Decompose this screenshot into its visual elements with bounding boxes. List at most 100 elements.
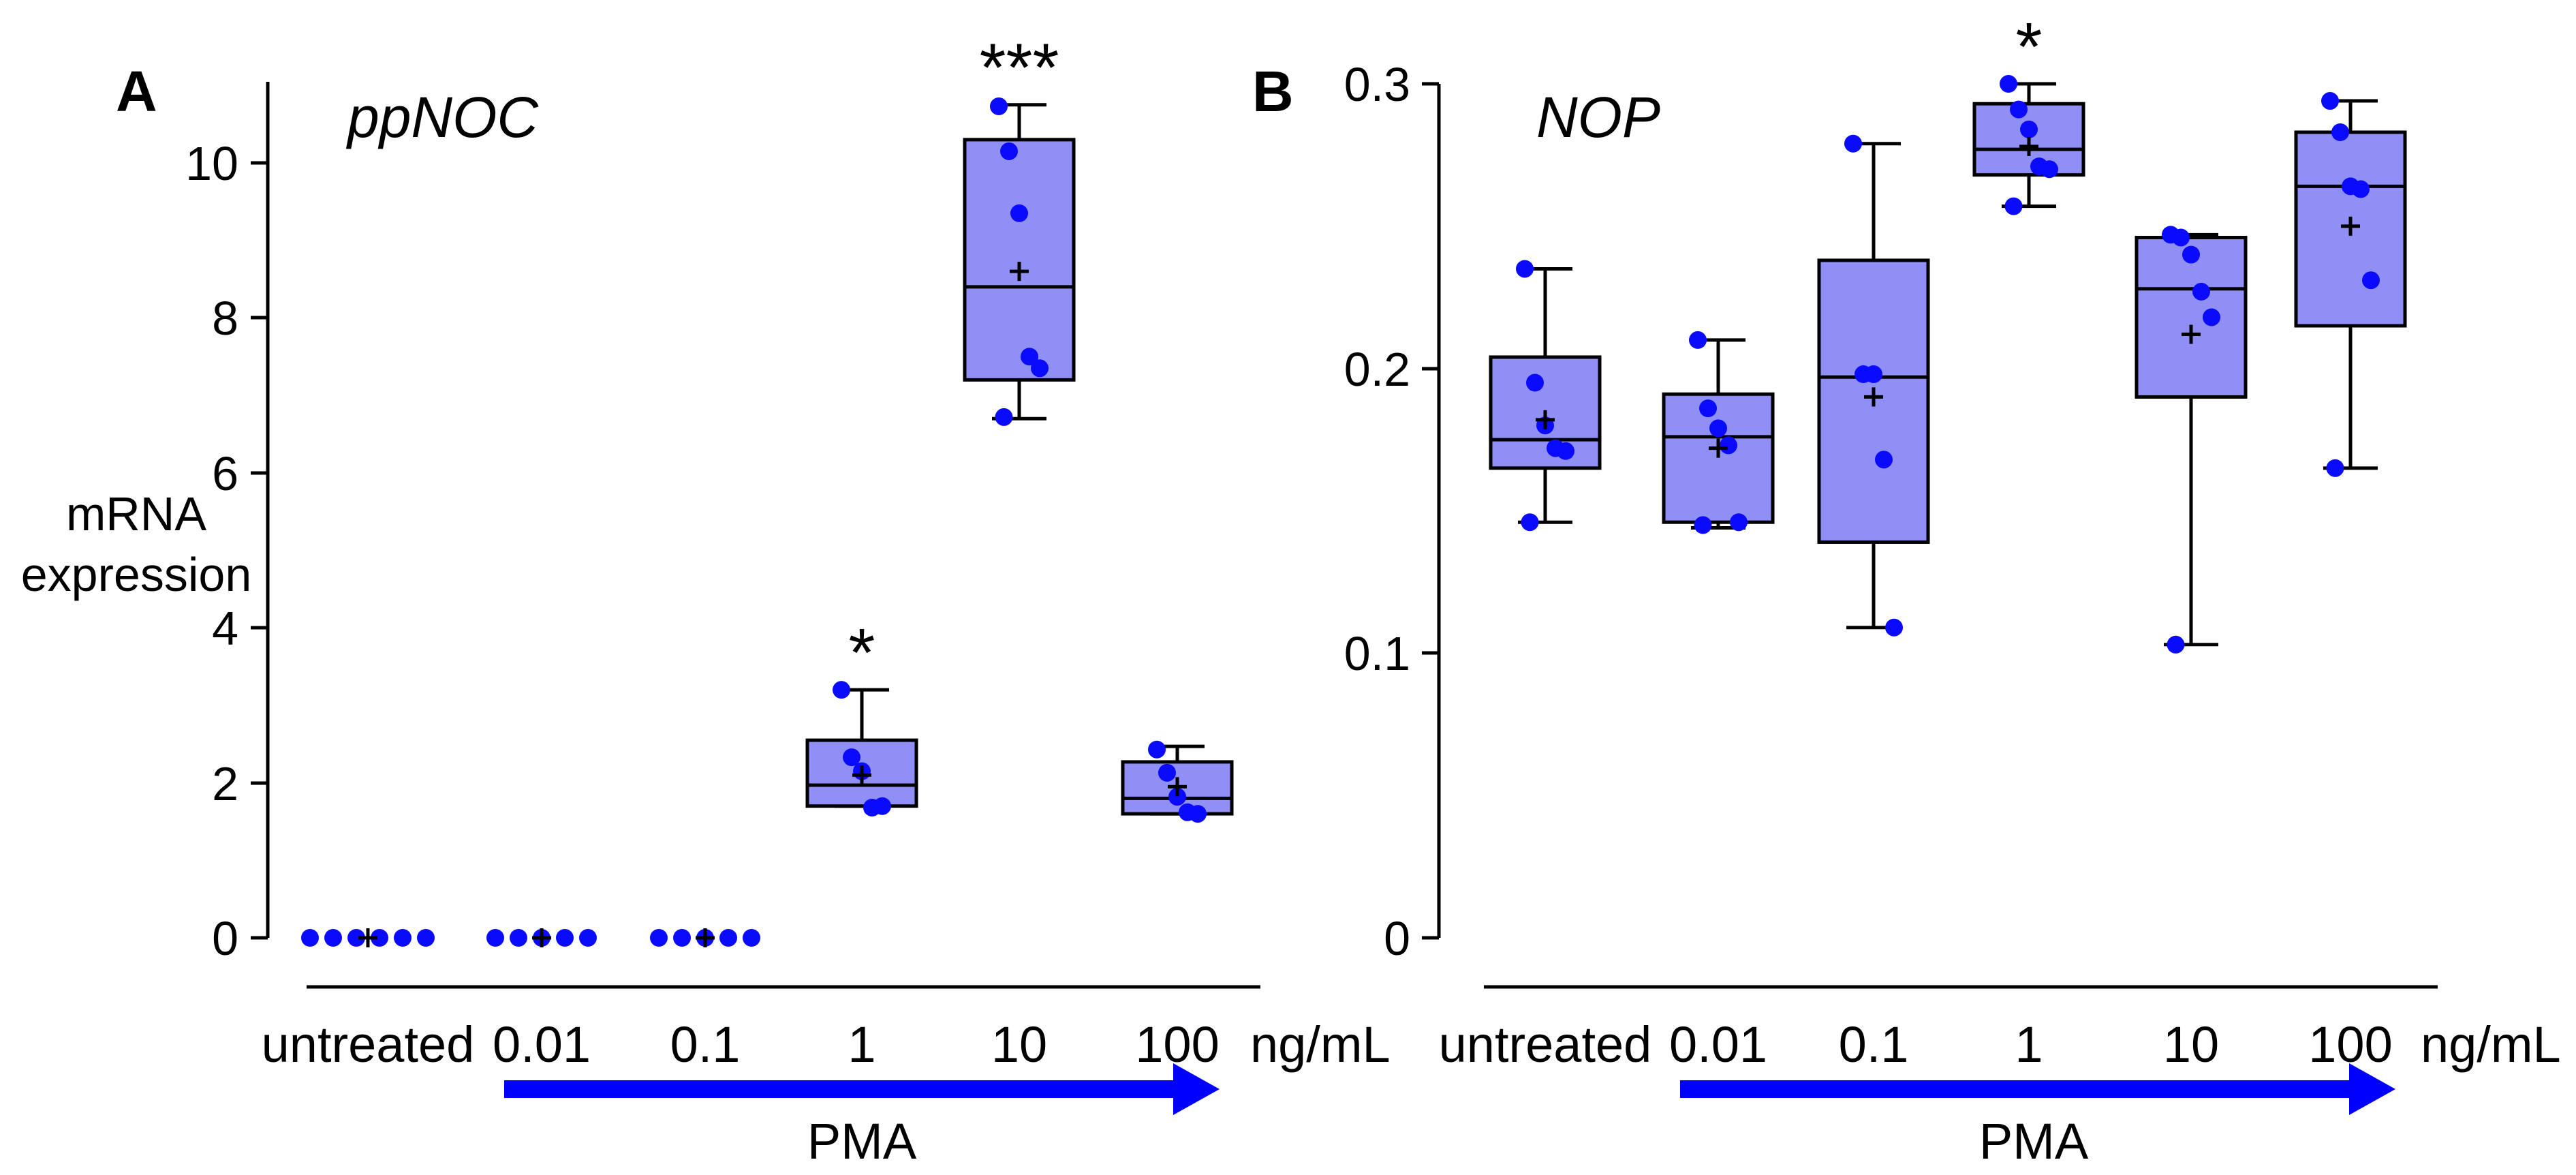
data-point xyxy=(1865,365,1882,384)
panel-a: A ppNOC mRNA expression 0 2 4 6 8 10 unt… xyxy=(21,30,1391,1170)
significance-label: * xyxy=(849,615,875,691)
data-point xyxy=(1158,763,1176,782)
panel-b-ytick-label: 0.2 xyxy=(1344,343,1410,396)
significance-label: * xyxy=(2016,9,2043,85)
pma-arrow-head xyxy=(1173,1063,1220,1115)
panel-b-plot: * xyxy=(1489,9,2407,654)
data-point xyxy=(394,929,412,947)
data-point xyxy=(650,929,668,947)
data-point xyxy=(1689,331,1707,349)
panel-a-category-label: 10 xyxy=(991,1016,1047,1073)
significance-label: *** xyxy=(980,30,1059,106)
data-point xyxy=(1557,442,1574,460)
panel-a-category-label: 0.01 xyxy=(493,1016,591,1073)
data-point xyxy=(324,929,342,947)
panel-a-ytick-label: 10 xyxy=(185,137,238,190)
panel-a-pma-label: PMA xyxy=(807,1113,917,1170)
panel-a-unit-label: ng/mL xyxy=(1250,1016,1391,1073)
data-point xyxy=(301,929,319,947)
box-iqr xyxy=(963,138,1076,382)
data-point xyxy=(2182,245,2200,264)
data-point xyxy=(743,929,760,947)
data-point xyxy=(1526,373,1544,392)
data-point xyxy=(719,929,737,947)
data-point xyxy=(1021,348,1038,366)
data-point xyxy=(833,681,850,699)
data-point xyxy=(1730,513,1748,532)
panel-a-pma-arrow xyxy=(504,1063,1220,1115)
data-point xyxy=(579,929,597,947)
data-point xyxy=(556,929,574,947)
panel-a-ytick-label: 6 xyxy=(212,447,238,500)
panel-b-yticks: 0 0.1 0.2 0.3 xyxy=(1344,58,1439,965)
data-point xyxy=(1010,204,1028,222)
data-point xyxy=(417,929,435,947)
panel-a-category-label: untreated xyxy=(262,1016,475,1073)
data-point xyxy=(1189,805,1207,823)
data-point xyxy=(2326,459,2344,477)
panel-a-ytick-label: 0 xyxy=(212,912,238,965)
panel-b-ytick-label: 0 xyxy=(1384,912,1410,965)
box-iqr xyxy=(1662,392,1775,524)
panel-b-category-label: 100 xyxy=(2308,1016,2392,1073)
data-point xyxy=(1720,436,1737,455)
data-point xyxy=(873,797,891,815)
panel-b: B NOP 0 0.1 0.2 0.3 untreated 0.01 0.1 1… xyxy=(1252,9,2561,1170)
panel-b-category-label: untreated xyxy=(1439,1016,1652,1073)
data-point xyxy=(1168,788,1186,806)
panel-a-plot: **** xyxy=(301,30,1234,947)
data-point xyxy=(673,929,691,947)
panel-b-title: NOP xyxy=(1536,85,1660,149)
data-point xyxy=(1148,740,1166,759)
panel-b-category-label: 0.1 xyxy=(1839,1016,1909,1073)
data-point xyxy=(1000,142,1018,160)
data-point xyxy=(2192,282,2210,301)
data-point xyxy=(1885,618,1903,637)
panel-a-categories: untreated 0.01 0.1 1 10 100 ng/mL xyxy=(262,1016,1391,1073)
panel-b-unit-label: ng/mL xyxy=(2421,1016,2561,1073)
data-point xyxy=(1875,451,1893,469)
box-iqr xyxy=(2135,236,2248,399)
data-point xyxy=(1521,513,1539,532)
panel-a-category-label: 100 xyxy=(1135,1016,1219,1073)
panel-b-category-label: 1 xyxy=(2015,1016,2043,1073)
data-point xyxy=(347,929,365,947)
panel-b-category-label: 10 xyxy=(2163,1016,2219,1073)
data-point xyxy=(2362,271,2380,290)
data-point xyxy=(1844,134,1862,153)
panel-b-ytick-label: 0.1 xyxy=(1344,627,1410,680)
data-point xyxy=(2000,75,2017,93)
data-point xyxy=(1516,260,1534,278)
panel-a-letter: A xyxy=(116,59,157,123)
panel-b-letter: B xyxy=(1252,59,1294,123)
panel-a-yticks: 0 2 4 6 8 10 xyxy=(185,137,268,965)
panel-a-ylabel-line2: expression xyxy=(21,548,252,601)
data-point xyxy=(2167,635,2185,654)
data-point xyxy=(2010,100,2028,119)
data-point xyxy=(843,748,860,767)
panel-b-categories: untreated 0.01 0.1 1 10 100 ng/mL xyxy=(1439,1016,2561,1073)
data-point xyxy=(995,408,1013,426)
data-point xyxy=(2172,228,2190,247)
data-point xyxy=(371,929,388,947)
panel-a-category-label: 0.1 xyxy=(670,1016,741,1073)
panel-a-ytick-label: 2 xyxy=(212,757,238,810)
panel-b-pma-label: PMA xyxy=(1979,1113,2089,1170)
data-point xyxy=(1694,516,1712,534)
panel-b-ytick-label: 0.3 xyxy=(1344,58,1410,111)
data-point xyxy=(2203,308,2220,326)
data-point xyxy=(1709,419,1727,438)
data-point xyxy=(2321,92,2339,110)
panel-a-title: ppNOC xyxy=(345,85,539,149)
data-point xyxy=(1031,359,1049,378)
panel-b-category-label: 0.01 xyxy=(1669,1016,1767,1073)
data-point xyxy=(1699,399,1717,418)
data-point xyxy=(2331,123,2349,142)
panel-a-ytick-label: 8 xyxy=(212,292,238,345)
pma-arrow-head xyxy=(2349,1063,2395,1115)
data-point xyxy=(2040,160,2058,179)
panel-a-category-label: 1 xyxy=(848,1016,875,1073)
data-point xyxy=(2020,120,2038,138)
panel-a-ytick-label: 4 xyxy=(212,602,238,655)
